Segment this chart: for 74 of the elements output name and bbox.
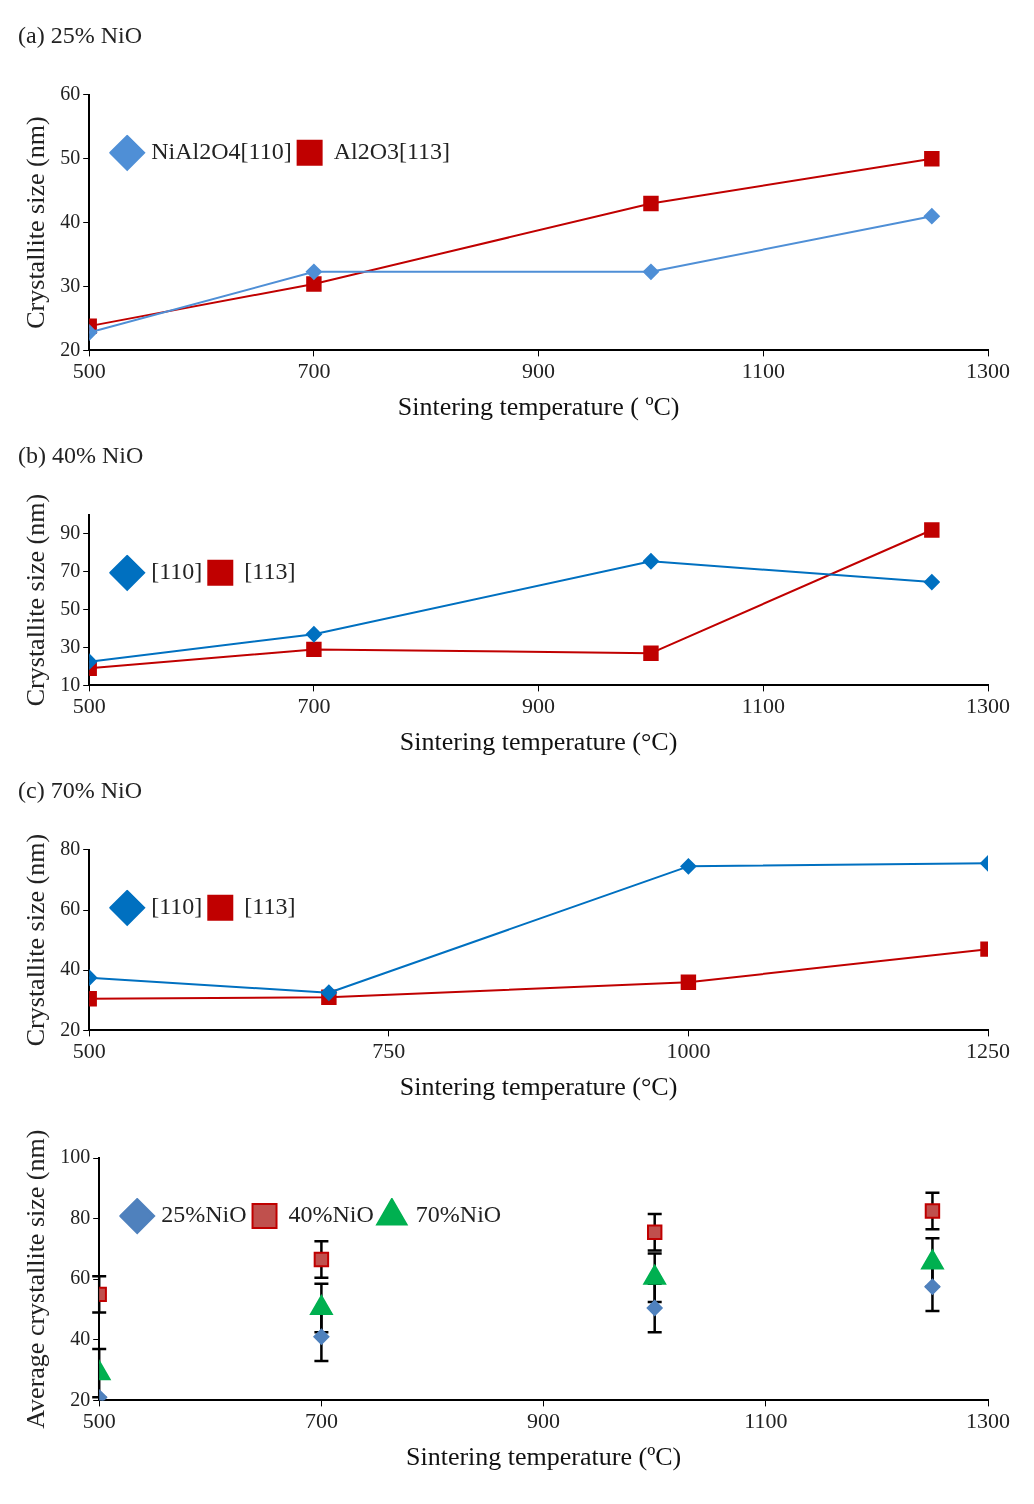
legend-label: [113]	[244, 893, 296, 920]
x-tick-label: 700	[297, 358, 331, 384]
x-axis-title: Sintering temperature (°C)	[399, 1072, 678, 1102]
x-tick-label: 500	[72, 1038, 106, 1064]
y-tick-label: 50	[60, 596, 81, 619]
y-axis-title: Average crystallite size (nm)	[21, 1129, 51, 1429]
x-tick-label: 500	[82, 1408, 116, 1434]
point	[924, 522, 940, 538]
chart-title: (b) 40% NiO	[18, 441, 144, 468]
y-tick-label: 90	[60, 521, 81, 544]
y-tick-label: 60	[60, 897, 81, 920]
x-axis-title: Sintering temperature (°C)	[399, 727, 678, 757]
x-tick-label: 500	[72, 693, 106, 719]
point	[642, 263, 659, 280]
x-tick-label: 1250	[966, 1038, 1010, 1064]
y-tick-label: 20	[70, 1387, 91, 1410]
legend-label: 25%NiO	[161, 1201, 247, 1228]
y-tick-label: 60	[70, 1266, 91, 1289]
legend-label: Al2O3[113]	[333, 138, 451, 165]
legend-label: [110]	[151, 893, 203, 920]
point	[305, 626, 322, 643]
x-axis-title: Sintering temperature (ºC)	[406, 1442, 682, 1472]
y-tick-label: 50	[60, 145, 81, 168]
x-tick-label: 1300	[966, 1408, 1010, 1434]
y-tick-label: 70	[60, 558, 81, 581]
point	[924, 1278, 941, 1295]
y-tick-label: 20	[60, 337, 81, 360]
x-tick-label: 1100	[741, 693, 785, 719]
y-tick-label: 80	[60, 837, 81, 860]
y-axis-title: Crystallite size (nm)	[21, 116, 51, 329]
point	[924, 1203, 941, 1219]
x-tick-label: 1300	[966, 693, 1010, 719]
y-tick-label: 100	[60, 1145, 91, 1168]
legend-label: 70%NiO	[415, 1201, 502, 1228]
y-tick-label: 60	[60, 82, 81, 105]
y-tick-label: 80	[70, 1205, 91, 1228]
point	[923, 574, 940, 591]
y-tick-label: 30	[60, 634, 81, 657]
legend-label: 40%NiO	[288, 1201, 374, 1228]
x-tick-label: 1000	[666, 1038, 711, 1064]
y-tick-label: 40	[70, 1327, 91, 1350]
y-tick-label: 10	[60, 672, 81, 695]
x-tick-label: 750	[372, 1038, 406, 1064]
y-axis-title: Crystallite size (nm)	[21, 833, 51, 1047]
point	[642, 553, 659, 570]
y-tick-label: 20	[60, 1017, 81, 1040]
y-tick-label: 40	[60, 209, 81, 232]
x-tick-label: 1100	[741, 358, 785, 384]
x-tick-label: 500	[72, 358, 106, 384]
legend-label: NiAl2O4[110]	[151, 138, 292, 165]
point	[646, 1224, 663, 1240]
point	[643, 195, 659, 212]
x-tick-label: 900	[527, 1408, 561, 1434]
point	[924, 150, 940, 167]
chart-title: (c) 70% NiO	[18, 776, 142, 803]
point	[306, 276, 322, 292]
y-tick-label: 40	[60, 957, 81, 980]
point	[306, 641, 322, 658]
legend-label: [110]	[151, 558, 203, 585]
point	[923, 208, 940, 225]
x-tick-label: 1300	[966, 358, 1010, 384]
chart-title: (a) 25% NiO	[18, 21, 142, 48]
legend-label: [113]	[244, 558, 296, 585]
point	[643, 645, 659, 661]
x-tick-label: 900	[522, 358, 556, 384]
y-tick-label: 30	[60, 273, 81, 296]
x-tick-label: 700	[297, 693, 331, 719]
x-tick-label: 700	[304, 1408, 338, 1434]
x-axis-title: Sintering temperature ( ºC)	[397, 392, 680, 422]
x-tick-label: 900	[522, 693, 556, 719]
point	[646, 1299, 663, 1316]
point	[305, 263, 322, 280]
x-tick-label: 1100	[744, 1408, 788, 1434]
y-axis-title: Crystallite size (nm)	[21, 493, 51, 707]
